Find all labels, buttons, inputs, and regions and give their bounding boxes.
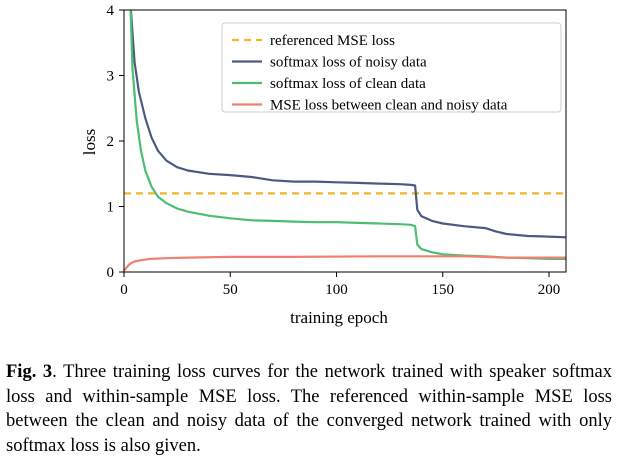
x-axis-ticks: 0 50 100 150 200: [120, 272, 560, 298]
x-tick-label-0: 0: [120, 282, 128, 298]
figure-caption: Fig. 3. Three training loss curves for t…: [6, 360, 612, 458]
y-tick-label-0: 0: [107, 265, 115, 281]
legend-box: [221, 22, 562, 113]
series-layer: [124, 10, 566, 272]
caption-label: Fig. 3: [6, 362, 53, 382]
x-tick-label-1: 50: [223, 282, 238, 298]
y-tick-label-2: 2: [107, 134, 115, 150]
series-line-1: [129, 10, 566, 239]
y-tick-label-4: 4: [107, 3, 115, 19]
y-axis-label: loss: [80, 129, 99, 155]
legend-label-2: softmax loss of clean data: [270, 76, 426, 92]
y-axis-ticks: 0 1 2 3 4: [107, 3, 124, 281]
series-line-3: [124, 255, 566, 272]
x-tick-label-2: 100: [325, 282, 348, 298]
legend: referenced MSE loss softmax loss of noisy…: [221, 22, 562, 114]
legend-label-0: referenced MSE loss: [270, 33, 395, 49]
loss-chart: 0 50 100 150 200 0 1 2 3 4 training epoch loss r…: [80, 3, 567, 327]
legend-label-3: MSE loss between clean and noisy data: [270, 98, 508, 114]
y-tick-label-1: 1: [107, 200, 115, 216]
x-tick-label-4: 200: [538, 282, 561, 298]
legend-label-1: softmax loss of noisy data: [270, 55, 427, 71]
x-tick-label-3: 150: [432, 282, 455, 298]
caption-text: . Three training loss curves for the net…: [6, 362, 612, 456]
x-axis-label: training epoch: [290, 308, 388, 327]
y-tick-label-3: 3: [107, 69, 115, 85]
